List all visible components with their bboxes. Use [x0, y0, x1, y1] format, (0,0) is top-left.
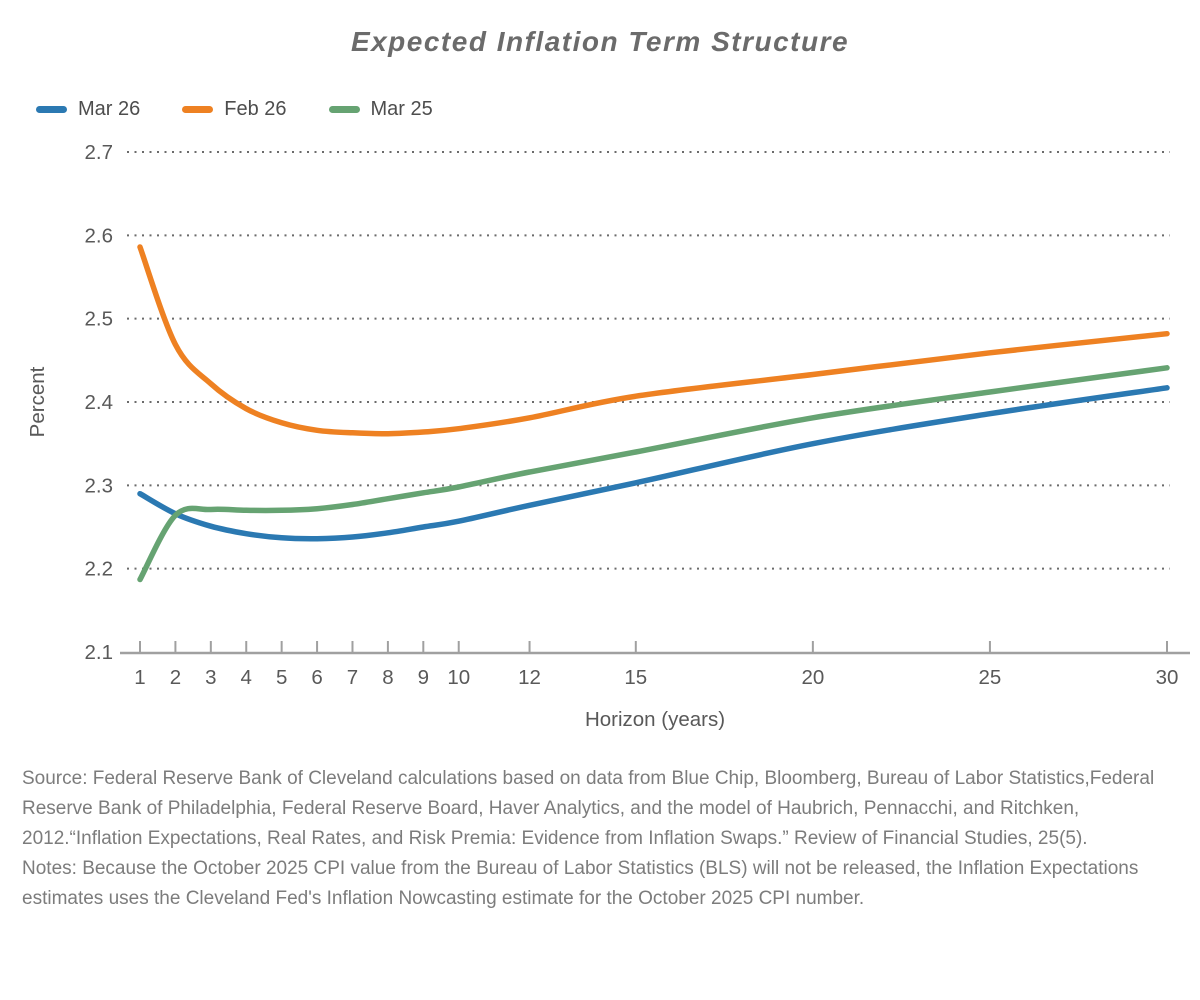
x-tick-label: 25: [979, 666, 1002, 689]
legend-label: Feb 26: [224, 98, 287, 120]
y-tick-label: 2.1: [85, 641, 114, 664]
x-tick-label: 20: [801, 666, 824, 689]
y-tick-label: 2.7: [85, 141, 114, 164]
x-tick-label: 6: [311, 666, 322, 689]
x-axis-label: Horizon (years): [585, 708, 725, 731]
notes-text: Notes: Because the October 2025 CPI valu…: [22, 858, 1139, 909]
x-tick-label: 1: [134, 666, 145, 689]
legend-item-mar-25: Mar 25: [328, 98, 433, 121]
series-path-feb-26: [137, 244, 1170, 437]
chart-footer: Source: Federal Reserve Bank of Clevelan…: [22, 764, 1182, 914]
series-path-mar-25: [137, 365, 1170, 583]
source-text: Source: Federal Reserve Bank of Clevelan…: [22, 768, 1155, 849]
legend-swatch-orange: [182, 106, 214, 113]
legend-label: Mar 26: [78, 98, 141, 120]
x-tick-label: 2: [170, 666, 181, 689]
series-path-mar-26: [137, 385, 1170, 542]
y-tick-label: 2.3: [85, 474, 114, 497]
y-tick-label: 2.6: [85, 224, 114, 247]
legend-swatch-green: [328, 106, 360, 113]
legend-swatch-blue: [36, 106, 67, 113]
x-tick-label: 30: [1156, 666, 1179, 689]
y-tick-label: 2.4: [85, 391, 114, 414]
x-tick-label: 4: [241, 666, 252, 689]
y-axis-label: Percent: [26, 366, 49, 437]
y-tick-label: 2.5: [85, 308, 114, 331]
x-tick-label: 15: [624, 666, 647, 689]
y-tick-label: 2.2: [85, 558, 114, 581]
x-tick-label: 9: [418, 666, 429, 689]
legend-item-feb-26: Feb 26: [182, 98, 287, 121]
chart-title: Expected Inflation Term Structure: [350, 26, 850, 57]
x-tick-label: 8: [382, 666, 393, 689]
x-tick-label: 10: [447, 666, 470, 689]
x-tick-label: 12: [518, 666, 541, 689]
x-tick-label: 7: [347, 666, 358, 689]
legend-item-mar-26: Mar 26: [36, 98, 140, 121]
chart-legend: Mar 26 Feb 26 Mar 25: [36, 98, 433, 121]
legend-label: Mar 25: [370, 98, 433, 120]
x-tick-label: 3: [205, 666, 216, 689]
x-tick-label: 5: [276, 666, 287, 689]
